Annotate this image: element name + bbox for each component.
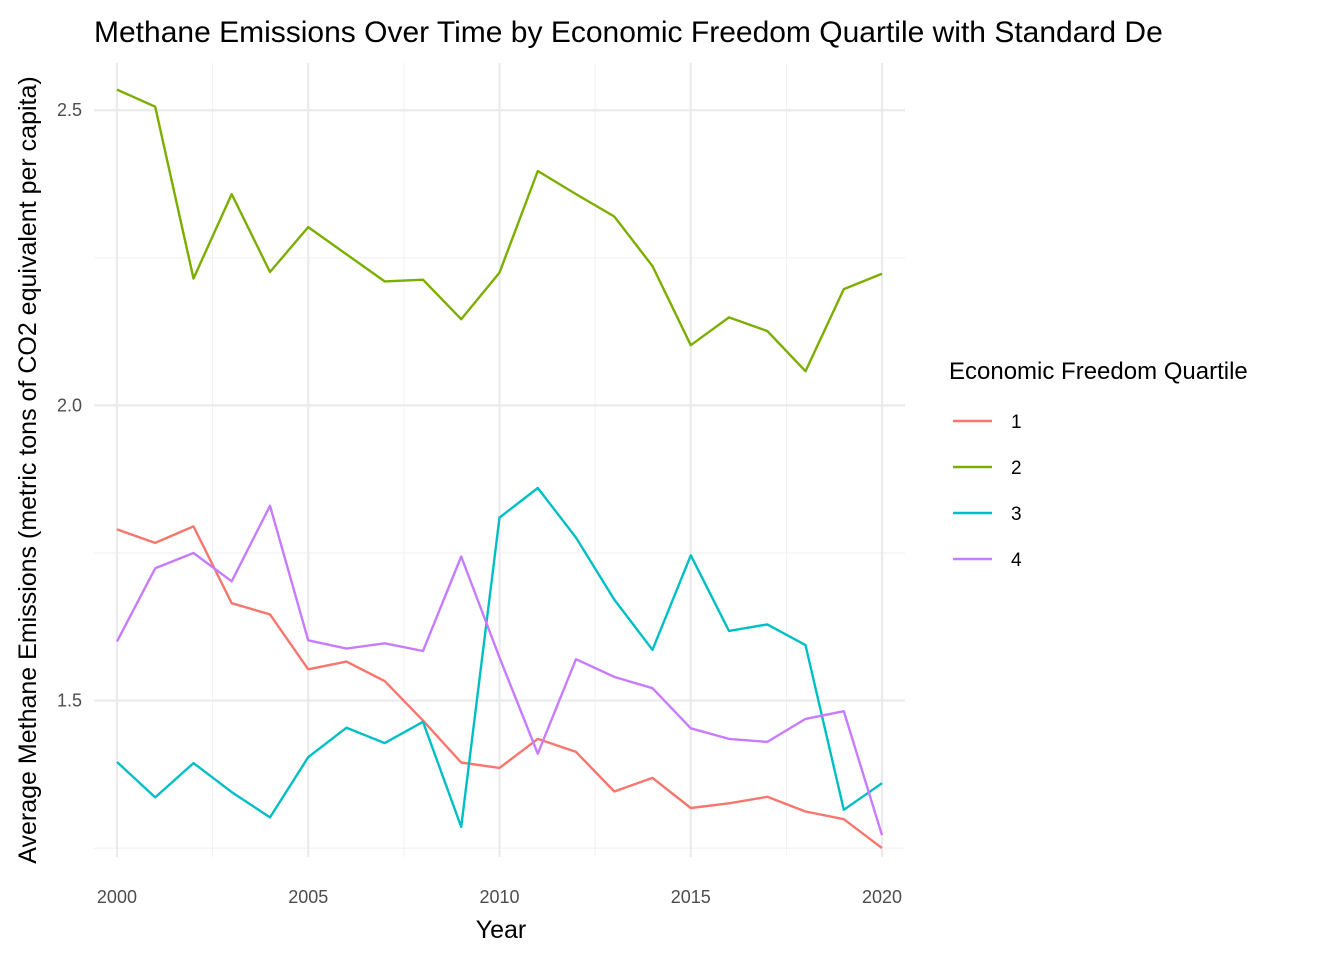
legend: Economic Freedom Quartile 1 2 3 4: [949, 358, 1248, 571]
x-axis-title: Year: [476, 916, 527, 944]
x-tick-label: 2015: [671, 887, 711, 907]
legend-label-1: 1: [1011, 412, 1022, 433]
x-tick-label: 2010: [479, 887, 519, 907]
y-tick-label: 2.0: [57, 395, 82, 415]
chart-title: Methane Emissions Over Time by Economic …: [94, 16, 1163, 49]
series-line-4: [115, 504, 884, 836]
series-line-2: [116, 88, 883, 373]
series-line-1: [116, 525, 883, 850]
legend-items: 1 2 3 4: [953, 412, 1022, 571]
y-axis-title: Average Methane Emissions (metric tons o…: [14, 76, 42, 863]
grid: [94, 63, 905, 857]
x-tick-label: 2020: [862, 887, 902, 907]
y-tick-label: 2.5: [57, 100, 82, 120]
x-tick-label: 2000: [97, 887, 137, 907]
legend-label-2: 2: [1011, 458, 1022, 479]
y-tick-label: 1.5: [57, 691, 82, 711]
x-axis-ticks: 2000 2005 2010 2015 2020: [97, 887, 902, 907]
legend-label-3: 3: [1011, 504, 1022, 525]
legend-title: Economic Freedom Quartile: [949, 358, 1248, 385]
series-line-3: [116, 486, 883, 829]
legend-label-4: 4: [1011, 550, 1022, 571]
series-lines: [115, 88, 884, 850]
x-tick-label: 2005: [288, 887, 328, 907]
y-axis-ticks: 1.5 2.0 2.5: [57, 100, 82, 710]
